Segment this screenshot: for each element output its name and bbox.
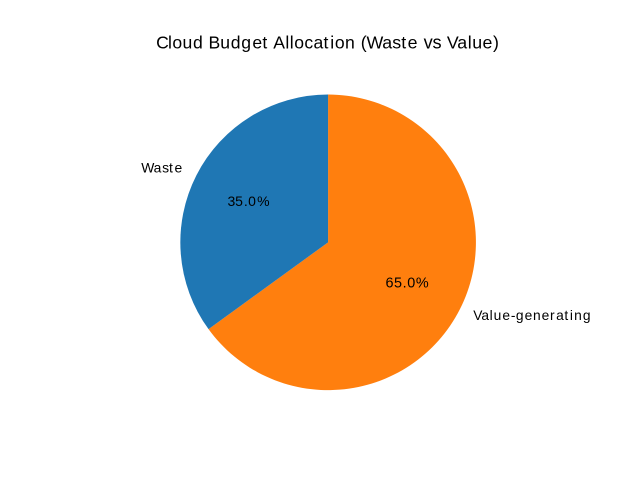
svg-text:Cloud: Cloud bbox=[156, 33, 203, 53]
svg-text:65.0%: 65.0% bbox=[386, 275, 429, 291]
svg-text:Value): Value) bbox=[447, 33, 499, 53]
svg-text:vs: vs bbox=[424, 33, 442, 53]
svg-text:Value-generating: Value-generating bbox=[473, 308, 590, 323]
svg-text:35.0%: 35.0% bbox=[228, 193, 270, 209]
svg-text:Waste: Waste bbox=[141, 160, 182, 176]
svg-text:(Waste: (Waste bbox=[361, 33, 418, 53]
svg-text:Budget: Budget bbox=[208, 33, 267, 53]
svg-text:Allocation: Allocation bbox=[273, 33, 355, 53]
